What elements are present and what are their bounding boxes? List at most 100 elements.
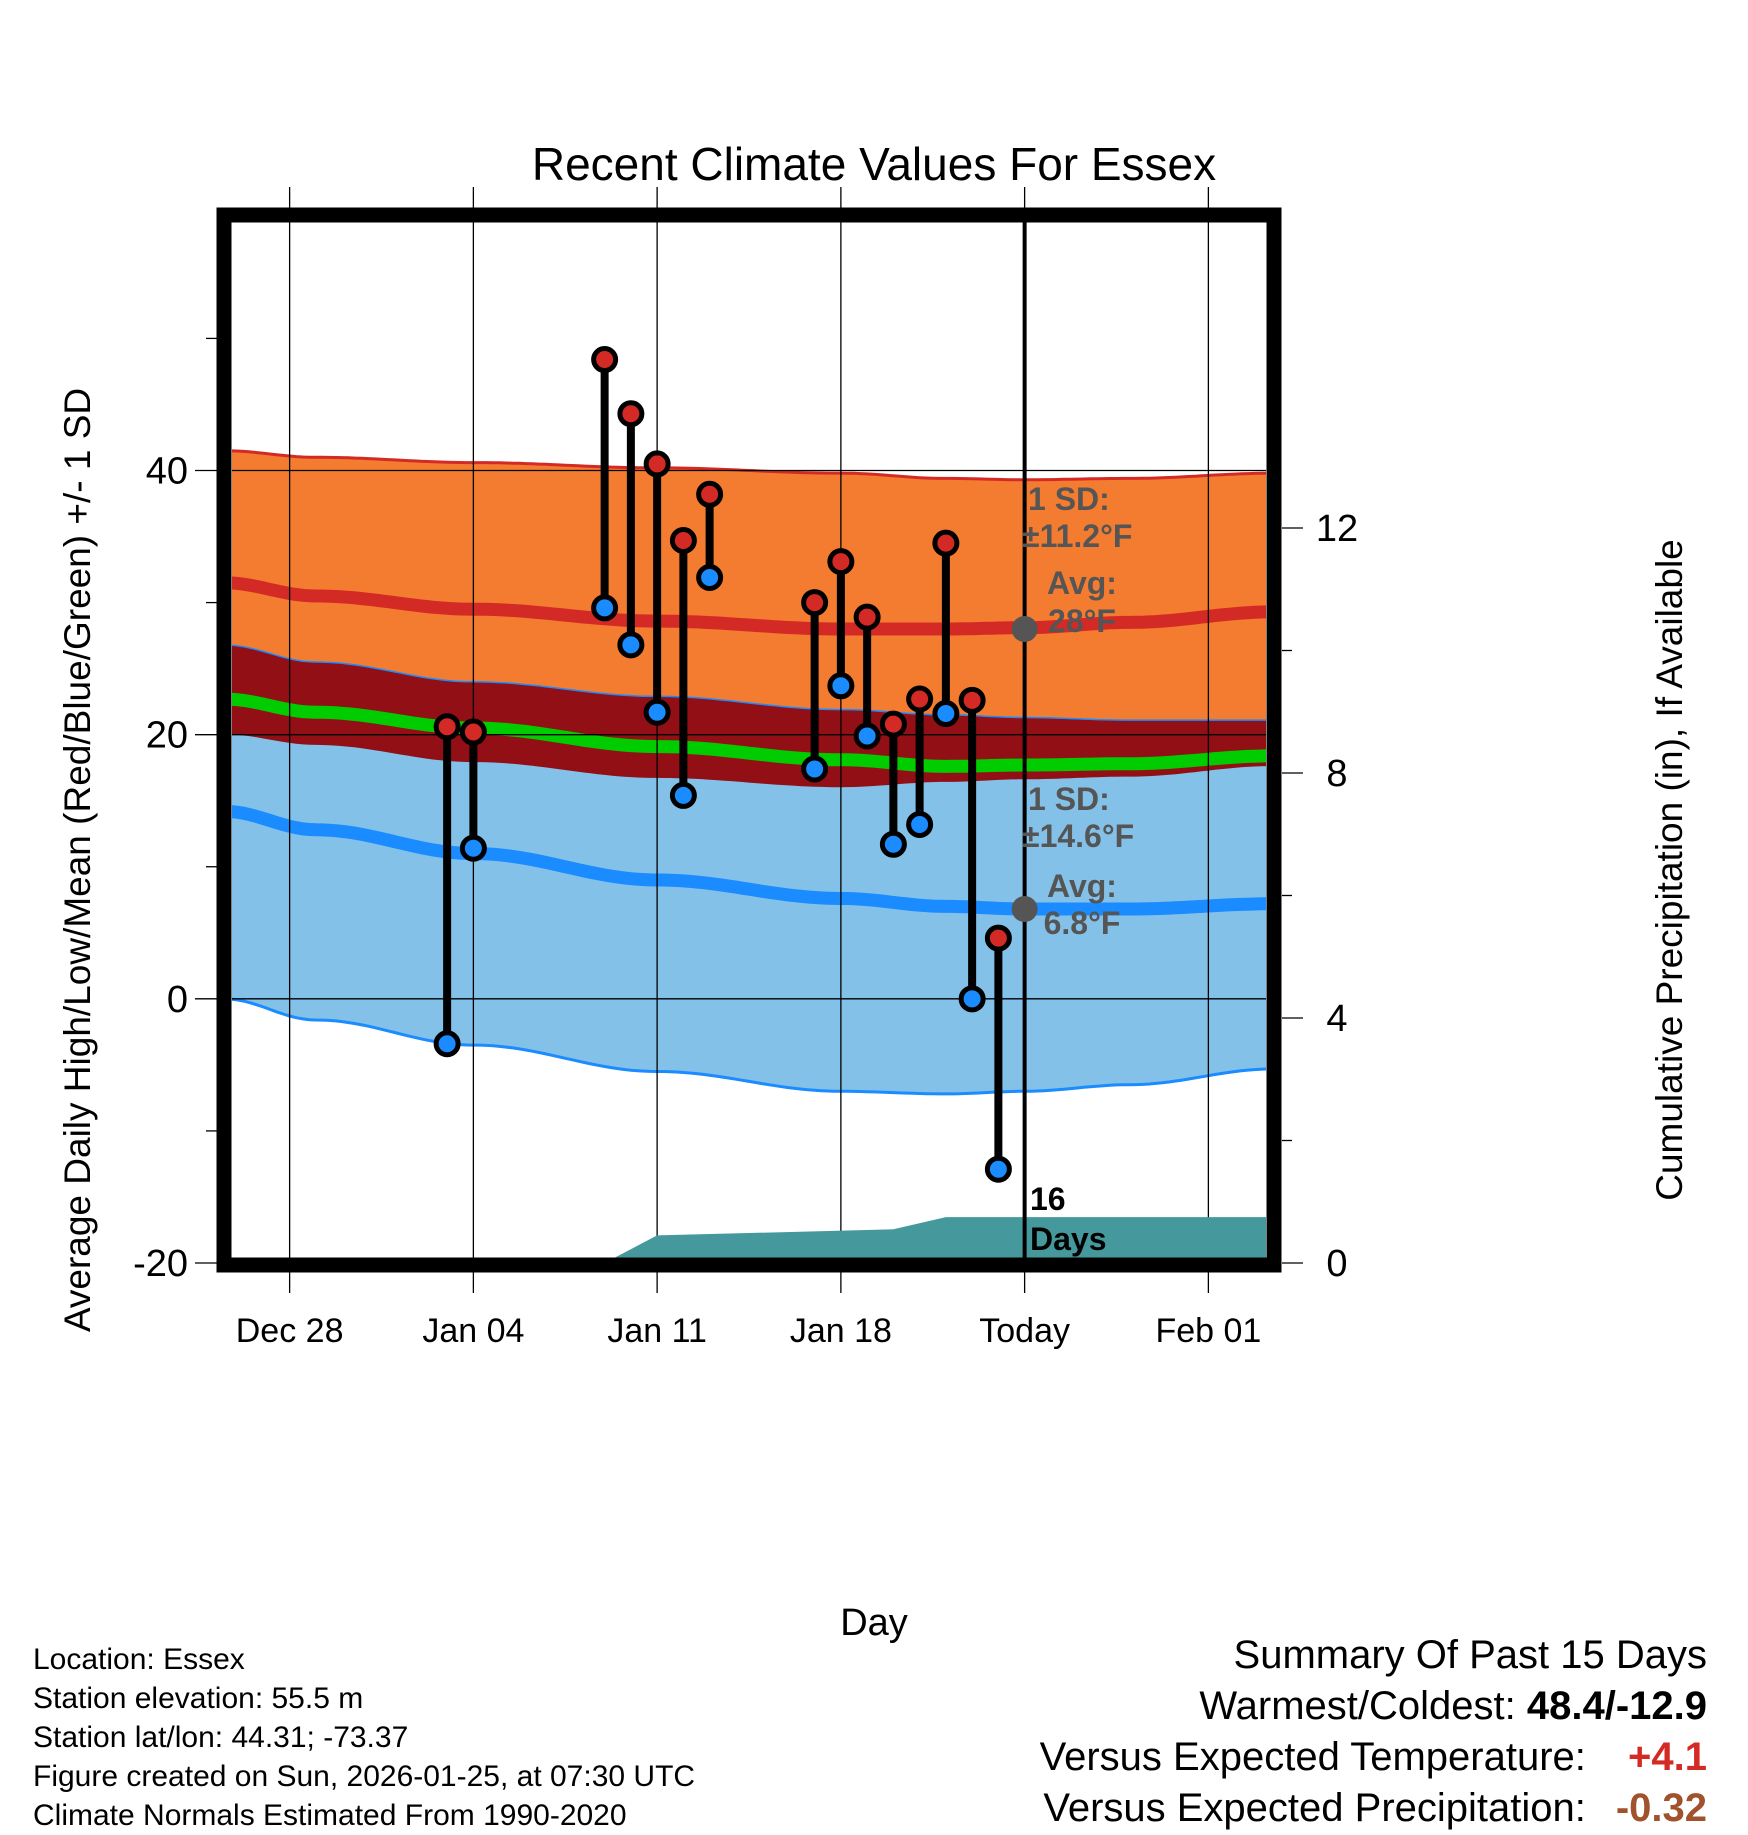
temp-versus-label: Versus Expected Temperature: (1039, 1735, 1586, 1779)
observed-low-point (827, 672, 855, 700)
x-tick-label: Today (979, 1312, 1070, 1350)
low-upper-edge (232, 732, 1266, 788)
y-tick-label: -20 (133, 1243, 188, 1285)
observation-13 (958, 686, 986, 1013)
y-right-tick-label: 0 (1326, 1243, 1347, 1285)
low-avg-label: Avg: (1047, 868, 1117, 904)
observed-high-point (459, 718, 487, 746)
created-text: Figure created on Sun, 2026-01-25, at 07… (33, 1760, 696, 1793)
observed-high-point (801, 589, 829, 617)
observation-11 (906, 685, 934, 838)
observed-low-point (433, 1030, 461, 1058)
high-avg-value: 28°F (1048, 603, 1116, 639)
high-sd-label: 1 SD: (1028, 481, 1110, 517)
precip-versus-value: -0.32 (1615, 1786, 1707, 1830)
normal-bands (232, 449, 1266, 1096)
observation-12 (932, 529, 960, 728)
observed-high-point (591, 346, 619, 374)
summary-panel: Summary Of Past 15 Days Warmest/Coldest:… (1040, 1630, 1707, 1834)
high-avg-marker (1011, 616, 1038, 642)
chart-title: Recent Climate Values For Essex (532, 138, 1216, 190)
normal-lines (232, 576, 1266, 916)
observation-6 (696, 480, 724, 591)
low-sd-value: ±14.6°F (1022, 818, 1134, 854)
observed-high-point (853, 603, 881, 631)
observed-low-point (906, 810, 934, 838)
observed-low-point (879, 830, 907, 858)
y-tick-label: 0 (167, 979, 188, 1021)
plot-border (216, 207, 1282, 1273)
low-sd-label: 1 SD: (1028, 781, 1110, 817)
days-word-label: Days (1030, 1221, 1107, 1257)
observed-high-point (984, 924, 1012, 952)
observed-low-point (958, 985, 986, 1013)
high-sd-value: ±11.2°F (1022, 518, 1132, 554)
observed-low-point (696, 563, 724, 591)
observed-low-point (932, 700, 960, 728)
observation-2 (591, 346, 619, 622)
normal-high-line (232, 576, 1266, 636)
observation-1 (459, 718, 487, 862)
observed-high-point (906, 685, 934, 713)
observed-high-point (617, 400, 645, 428)
observed-low-point (801, 755, 829, 783)
x-tick-label: Jan 18 (790, 1312, 892, 1350)
observation-7 (801, 589, 829, 783)
x-tick-label: Jan 04 (422, 1312, 524, 1350)
observation-5 (669, 527, 697, 809)
observation-3 (617, 400, 645, 659)
observed-high-point (879, 710, 907, 738)
x-tick-label: Feb 01 (1155, 1312, 1261, 1350)
observed-low-point (617, 631, 645, 659)
y-right-tick-label: 8 (1326, 753, 1347, 795)
low-avg-value: 6.8°F (1044, 905, 1121, 941)
normal-low-line (232, 805, 1266, 916)
observation-8 (827, 548, 855, 700)
low-lower-edge (232, 997, 1266, 1096)
precip-versus-row: Versus Expected Precipitation: -0.32 (1040, 1783, 1707, 1834)
normals-text: Climate Normals Estimated From 1990-2020 (33, 1799, 627, 1832)
warmest-coldest-row: Warmest/Coldest: 48.4/-12.9 (1040, 1681, 1707, 1732)
observations (433, 346, 1012, 1183)
normal-mean-line (232, 692, 1266, 773)
elevation-text: Station elevation: 55.5 m (33, 1682, 364, 1715)
observed-high-point (696, 480, 724, 508)
observed-high-point (643, 450, 671, 478)
observed-high-point (958, 686, 986, 714)
station-info: Location: Essex Station elevation: 55.5 … (33, 1640, 695, 1835)
observed-high-point (433, 713, 461, 741)
warmest-coldest-value: 48.4/-12.9 (1526, 1684, 1707, 1728)
precip-versus-label: Versus Expected Precipitation: (1043, 1786, 1586, 1830)
latlon-text: Station lat/lon: 44.31; -73.37 (33, 1721, 409, 1754)
observed-high-point (669, 527, 697, 555)
y-axis-label: Average Daily High/Low/Mean (Red/Blue/Gr… (57, 388, 98, 1332)
high-lower-edge (232, 644, 1266, 721)
observation-4 (643, 450, 671, 726)
observed-low-point (459, 834, 487, 862)
location-text: Location: Essex (33, 1643, 245, 1676)
observed-low-point (853, 722, 881, 750)
overlap-band (232, 645, 1266, 787)
temp-versus-row: Versus Expected Temperature: +4.1 (1040, 1732, 1707, 1783)
temp-versus-value: +4.1 (1628, 1735, 1707, 1779)
summary-title: Summary Of Past 15 Days (1233, 1633, 1707, 1677)
observed-low-point (984, 1155, 1012, 1183)
observed-low-point (669, 781, 697, 809)
observed-low-point (591, 594, 619, 622)
y-tick-label: 20 (146, 715, 188, 757)
observation-14 (984, 924, 1012, 1183)
plot-frame (216, 207, 1282, 1273)
y-right-tick-label: 12 (1316, 508, 1358, 550)
observation-0 (433, 713, 461, 1058)
high-sd-band (232, 450, 1266, 721)
high-avg-label: Avg: (1047, 565, 1117, 601)
y-axis-label-right: Cumulative Precipitation (in), If Availa… (1649, 539, 1690, 1201)
x-axis-label: Day (840, 1602, 908, 1644)
x-tick-label: Jan 11 (607, 1312, 707, 1350)
y-right-tick-label: 4 (1326, 998, 1347, 1040)
observed-high-point (932, 529, 960, 557)
axes: Dec 28 Jan 04 Jan 11 Jan 18 Today Feb 01 -20 0 2… (133, 187, 1358, 1350)
observation-10 (879, 710, 907, 858)
